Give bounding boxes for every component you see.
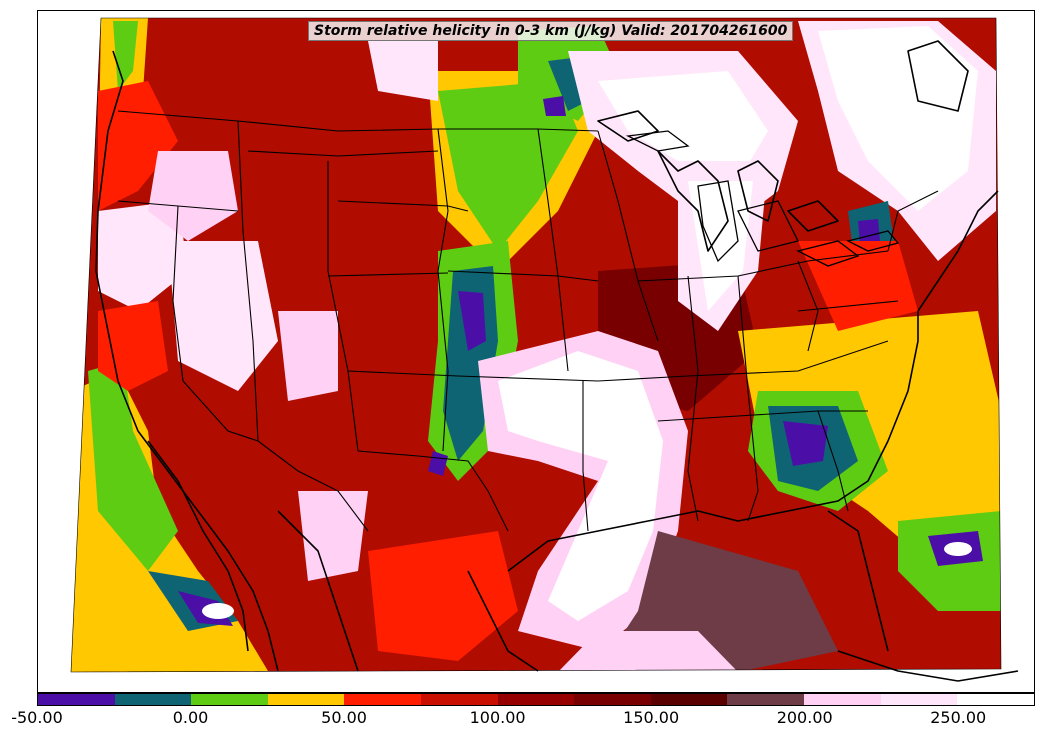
field-purple-plains	[458, 291, 486, 351]
colorbar-segment	[880, 694, 958, 705]
helicity-map	[70, 17, 1019, 682]
colorbar-segment	[114, 694, 192, 705]
great-lakes	[625, 130, 900, 267]
colorbar-tick-label: 50.00	[321, 708, 367, 727]
field-pink-gulf	[558, 631, 738, 672]
field-white-michigan	[688, 181, 753, 311]
colorbar-tick-label: 150.00	[623, 708, 680, 727]
colorbar-segment	[650, 694, 728, 705]
field-pale-great-basin	[168, 241, 278, 391]
field-white-ne	[818, 26, 978, 211]
field-green-nw	[113, 21, 138, 91]
colorbar-segment	[727, 694, 805, 705]
map-title: Storm relative helicity in 0-3 km (J/kg)…	[308, 21, 794, 41]
colorbar-segment	[191, 694, 268, 705]
field-yellow-nw	[98, 18, 148, 211]
colorbar-segment	[497, 694, 575, 705]
field-white-fl	[944, 542, 972, 556]
colorbar-segment	[957, 694, 1034, 705]
field-white-lakes	[598, 71, 768, 181]
field-pale-idaho	[148, 151, 238, 241]
field-white-south	[498, 351, 663, 621]
colorbar-segment	[804, 694, 881, 705]
field-purple-canada	[543, 96, 566, 116]
colorbar-tick-label: 100.00	[469, 708, 526, 727]
field-pale-wash	[98, 201, 188, 311]
colorbar-segment	[38, 694, 115, 705]
field-pale-montana	[368, 41, 438, 101]
field-red-nw	[98, 81, 178, 211]
field-white-baja	[202, 603, 234, 619]
colorbar-tick-label: 250.00	[930, 708, 987, 727]
field-purple-ne	[858, 219, 880, 243]
field-purple-se	[783, 421, 828, 466]
field-red-mexico	[368, 531, 518, 661]
colorbar-segment	[421, 694, 498, 705]
political-borders	[117, 110, 939, 532]
colorbar-tick-label: 200.00	[776, 708, 833, 727]
colorbar-tick-label: -50.00	[11, 708, 63, 727]
field-pale-sw	[298, 491, 368, 581]
map-frame: Storm relative helicity in 0-3 km (J/kg)…	[37, 10, 1035, 693]
colorbar-segment	[344, 694, 422, 705]
colorbar-segment	[574, 694, 651, 705]
colorbar	[37, 693, 1035, 706]
coastlines	[95, 40, 1019, 682]
field-green-west	[88, 361, 178, 571]
field-pale-utah	[278, 311, 338, 401]
field-green-north	[438, 81, 578, 251]
colorbar-tick-labels: -50.00 0.00 50.00 100.00 150.00 200.00 250.00	[11, 708, 1035, 732]
domain-outline	[70, 17, 1002, 673]
colorbar-tick-label: 0.00	[172, 708, 209, 727]
colorbar-segment	[267, 694, 345, 705]
